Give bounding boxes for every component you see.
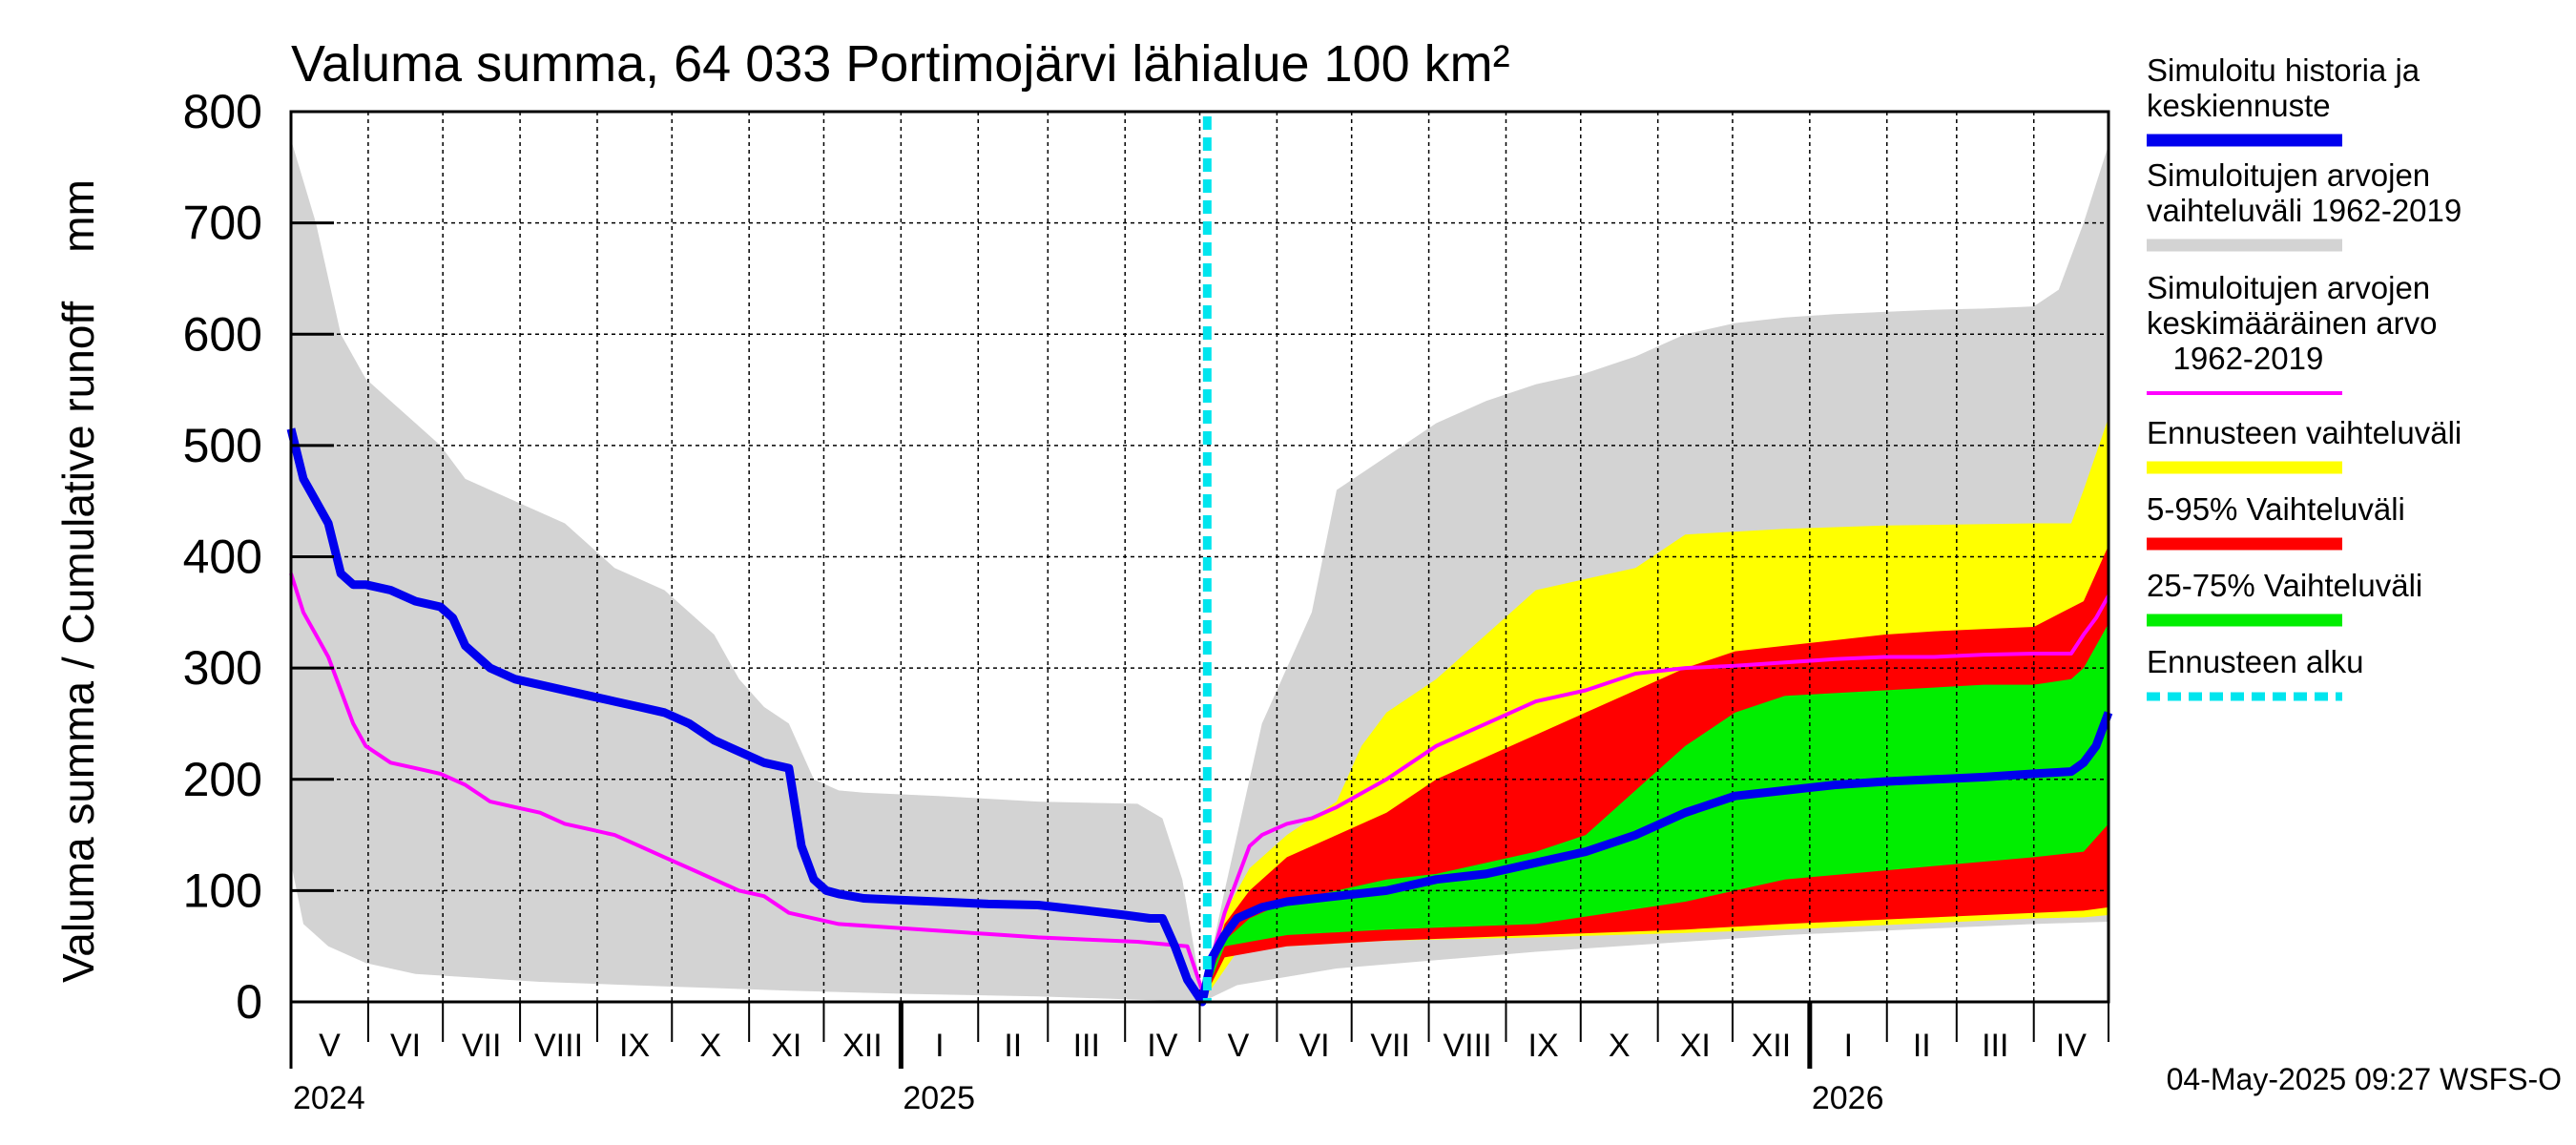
y-tick-label: 700: [183, 197, 262, 250]
mean-line: [289, 572, 2110, 993]
month-label: IV: [1147, 1028, 1177, 1064]
data-lines: [286, 116, 2113, 1007]
month-label: VIII: [1444, 1028, 1492, 1064]
month-label: VII: [1370, 1028, 1410, 1064]
y-tick-label: 400: [183, 531, 262, 584]
legend-label-line: Simuloitujen arvojen: [2147, 270, 2430, 305]
month-label: V: [1228, 1028, 1250, 1064]
y-tick-label: 800: [183, 85, 262, 138]
month-label: III: [1073, 1028, 1100, 1064]
month-label: X: [699, 1028, 721, 1064]
legend-label: 25-75% Vaihteluväli: [2147, 568, 2422, 603]
legend-label: Simuloitu historia ja keskiennuste: [2147, 52, 2420, 123]
y-tick-label: 500: [183, 419, 262, 472]
legend-label: Simuloitujen arvojen keskimääräinen arvo …: [2147, 270, 2437, 376]
month-label: I: [1844, 1028, 1853, 1064]
month-label: XI: [771, 1028, 801, 1064]
month-label: VIII: [534, 1028, 583, 1064]
legend: Simuloitu historia ja keskiennusteSimuloi…: [2147, 52, 2462, 701]
legend-label-line: keskiennuste: [2147, 88, 2331, 123]
y-tick-label: 0: [236, 975, 262, 1029]
year-label: 2026: [1812, 1080, 1884, 1116]
y-tick-label: 200: [183, 753, 262, 806]
month-label: I: [935, 1028, 944, 1064]
grid-lines: [291, 112, 2109, 1002]
legend-label: Simuloitujen arvojen vaihteluväli 1962-20…: [2147, 157, 2462, 228]
y-tick-label: 300: [183, 641, 262, 695]
legend-label-line: keskimääräinen arvo: [2147, 305, 2437, 341]
y-tick-label: 100: [183, 864, 262, 917]
footer-timestamp: 04-May-2025 09:27 WSFS-O: [2167, 1062, 2562, 1096]
y-tick-label: 600: [183, 307, 262, 361]
y-axis-label: Valuma summa / Cumulative runoff mm: [53, 179, 103, 983]
month-label: II: [1004, 1028, 1022, 1064]
median-forecast-line: [286, 427, 2113, 1007]
legend-label: Ennusteen alku: [2147, 644, 2364, 679]
month-label: III: [1982, 1028, 2008, 1064]
month-label: VI: [390, 1028, 421, 1064]
month-label: IV: [2056, 1028, 2087, 1064]
month-label: XII: [1752, 1028, 1792, 1064]
legend-label-line: Simuloitu historia ja: [2147, 52, 2420, 88]
legend-label-line: Simuloitujen arvojen: [2147, 157, 2430, 193]
year-label: 2025: [903, 1080, 975, 1116]
legend-label: Ennusteen vaihteluväli: [2147, 415, 2462, 450]
month-label: II: [1913, 1028, 1931, 1064]
legend-label-line: vaihteluväli 1962-2019: [2147, 193, 2462, 228]
month-label: XI: [1680, 1028, 1711, 1064]
month-label: IX: [1528, 1028, 1559, 1064]
month-label: XII: [842, 1028, 883, 1064]
month-label: VI: [1298, 1028, 1329, 1064]
history-range-band: [291, 139, 1203, 1002]
month-label: IX: [619, 1028, 650, 1064]
legend-label: 5-95% Vaihteluväli: [2147, 491, 2405, 527]
month-label: VII: [462, 1028, 502, 1064]
chart-title: Valuma summa, 64 033 Portimojärvi lähial…: [291, 35, 1510, 93]
month-label: X: [1609, 1028, 1631, 1064]
legend-label-line: 1962-2019: [2147, 341, 2323, 376]
month-label: V: [319, 1028, 341, 1064]
year-label: 2024: [293, 1080, 365, 1116]
